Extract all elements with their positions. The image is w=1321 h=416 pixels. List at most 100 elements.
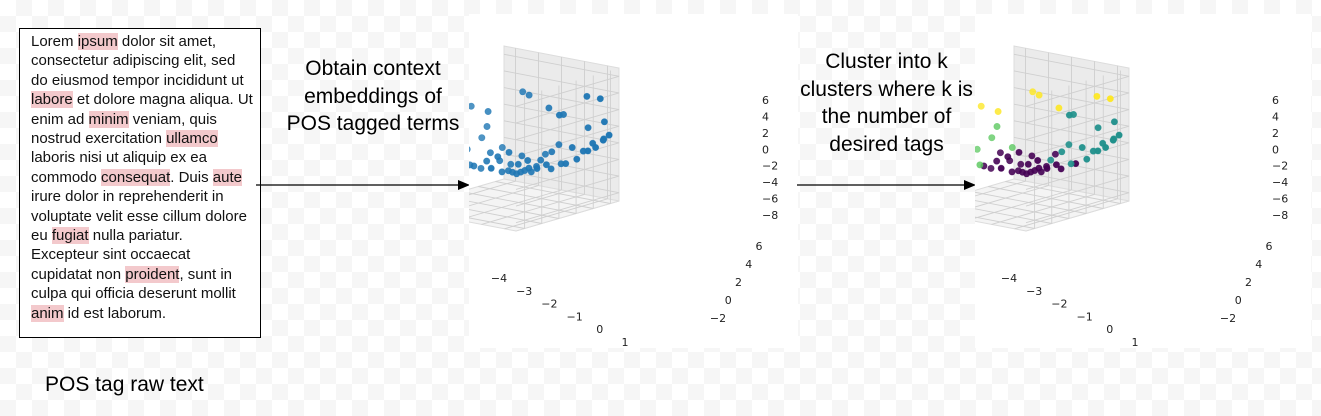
scatter-point [1067,160,1075,168]
text-segment: et dolore magna aliqua. Ut enim ad [31,91,253,128]
text-segment: irure dolor in reprehenderit in voluptat… [31,188,247,245]
scatter-point [1051,150,1059,158]
z-tick-label: 6 [762,94,769,107]
cluster-arrow [797,180,976,190]
z-tick-label: −2 [1272,160,1288,173]
scatter-point [1035,91,1043,99]
scatter-point [1017,160,1025,168]
scatter-point [548,148,556,156]
scatter-point [987,164,995,172]
scatter-point [487,164,495,172]
scatter-point [589,139,597,147]
scatter-point [605,131,613,139]
text-segment: . Duis [170,168,213,186]
highlighted-term: fugiat [51,227,89,245]
scatter-point [1055,104,1063,112]
text-segment: , sunt in culpa qui officia deserunt mol… [31,265,236,303]
scatter-point [527,168,535,176]
scatter-point [463,145,471,153]
scatter-point [498,144,506,152]
scatter-point [1008,168,1016,176]
scatter-point [466,161,474,169]
z-tick-label: 4 [762,110,769,123]
scatter-point [478,134,486,142]
scatter-point [596,95,604,103]
scatter-point [1093,92,1101,100]
scatter-point [1034,157,1042,165]
scatter-point [557,160,565,168]
y-tick-label: 0 [725,294,732,307]
gridline [968,189,1072,221]
y-tick-label: 2 [735,276,742,289]
highlighted-term: ullamco [166,130,218,148]
scatter-point [1006,157,1014,165]
scatter-point [993,157,1001,165]
scatter-point [988,134,996,142]
text-segment: veniam, quis nostrud exercitation [31,110,217,148]
y-tick-label: 6 [756,240,763,253]
scatter-point [1052,161,1060,169]
gridline [503,170,620,224]
x-tick-label: 1 [622,336,629,348]
scatter-point [1070,111,1078,119]
z-tick-label: −6 [762,193,778,206]
scatter-point [537,156,545,164]
x-tick-label: 0 [1106,323,1113,336]
highlighted-term: labore [31,91,73,109]
z-tick-label: 0 [762,143,769,156]
scatter-point [1078,144,1086,152]
x-tick-label: −2 [541,298,557,311]
highlighted-term: consequat [101,168,171,186]
y-tick-label: 6 [1266,240,1273,253]
gridline [504,198,608,230]
z-tick-label: −6 [1272,193,1288,206]
scatter-point [1037,168,1045,176]
scatter-point [555,141,563,149]
y-tick-label: 2 [1245,276,1252,289]
gridline [991,193,1095,225]
gridline [1013,170,1130,224]
embedding-scatter-plot: −4 −3 −2 −1 0 1 −2 0 2 4 6 6 4 2 0 −2 −4 −6 −8 [400,14,798,349]
x-tick-label: −3 [516,285,532,298]
text-segment: id est laborum. [63,304,167,322]
x-tick-label: −4 [491,272,507,285]
raw-text-box: Lorem ipsum dolor sit amet, consectetur … [19,28,261,338]
x-tick-label: 0 [596,323,603,336]
scatter-point [507,160,515,168]
scatter-point [1065,141,1073,149]
scatter-point [1008,144,1016,152]
embed-arrow [256,180,470,190]
scatter-point [1028,152,1036,160]
scatter-point [1110,135,1118,143]
scatter-point [600,118,608,126]
z-tick-label: −8 [1272,209,1288,222]
scatter-point [976,161,984,169]
clustered-scatter-plot: −4 −3 −2 −1 0 1 −2 0 2 4 6 6 4 2 0 −2 −4 −6 −8 [910,14,1311,349]
z-tick-label: 4 [1272,110,1279,123]
scatter-point [483,123,491,131]
scatter-point [467,102,475,110]
highlighted-term: proident [125,265,180,283]
highlighted-term: minim [88,110,129,128]
gridline [458,189,562,221]
scatter-point [584,124,592,132]
scatter-point [1058,148,1066,156]
highlighted-term: aute [212,168,242,186]
scatter-point [541,150,549,158]
scatter-point [583,92,591,100]
scatter-point [1089,147,1097,155]
scatter-point [498,168,506,176]
x-tick-label: −2 [1051,298,1067,311]
scatter-point [1115,131,1123,139]
y-tick-label: 4 [745,258,752,271]
scatter-point [545,104,553,112]
embed-step-label: Obtain context embeddings of POS tagged … [286,57,460,135]
scatter-point [1110,118,1118,126]
scatter-point [477,164,485,172]
